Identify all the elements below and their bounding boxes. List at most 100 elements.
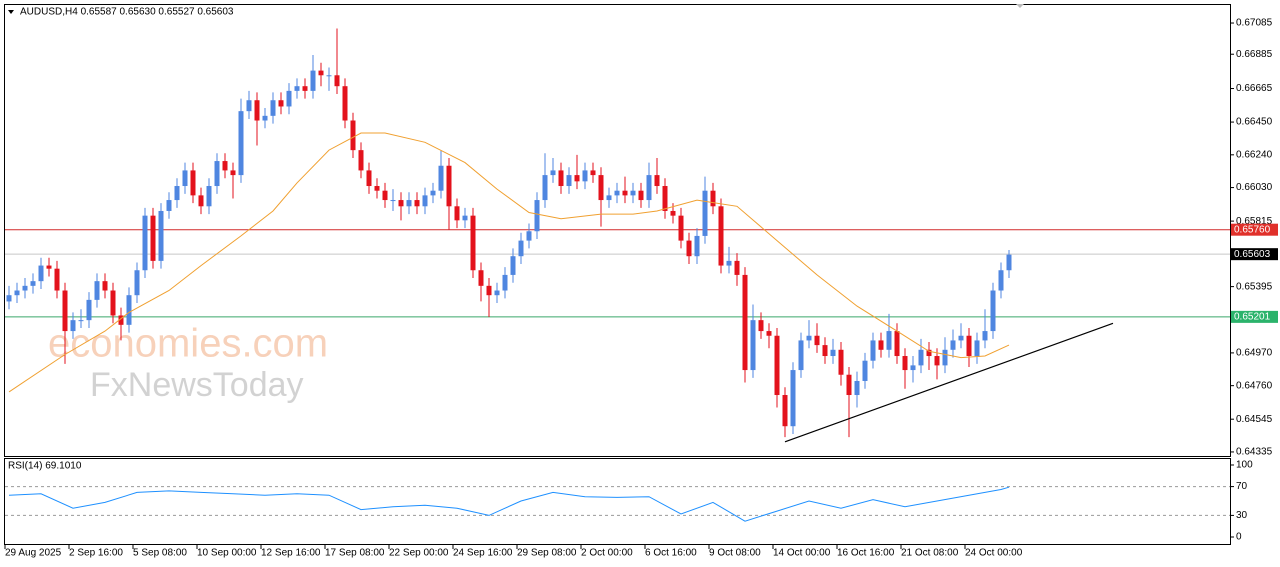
x-tick-label: 21 Oct 08:00 [901, 548, 959, 559]
x-tick-label: 29 Sep 08:00 [517, 548, 577, 559]
rsi-tick-label: 100 [1236, 460, 1253, 471]
candle-body [550, 170, 556, 176]
candle-body [958, 335, 964, 341]
candle-body [310, 70, 316, 91]
x-tick-label: 9 Oct 08:00 [709, 548, 761, 559]
x-tick-label: 24 Oct 00:00 [965, 548, 1023, 559]
candle-body [142, 215, 148, 271]
candle-body [638, 190, 644, 201]
candle-body [294, 86, 300, 91]
candle-body [918, 349, 924, 366]
candle-body [510, 256, 516, 275]
candle-body [174, 186, 180, 201]
x-tick-label: 16 Oct 16:00 [837, 548, 895, 559]
candle-body [686, 240, 692, 257]
rsi-title: RSI(14) 69.1010 [8, 461, 82, 472]
candle-body [814, 335, 820, 346]
candle-body [494, 290, 500, 296]
candle-body [822, 345, 828, 357]
candle-body [198, 195, 204, 207]
x-tick-label: 2 Sep 16:00 [69, 548, 123, 559]
candle-body [222, 161, 228, 171]
y-tick-label: 0.67085 [1236, 18, 1273, 29]
candle-body [966, 335, 972, 357]
candle-body [462, 215, 468, 221]
candle-body [662, 186, 668, 211]
candle-body [846, 374, 852, 396]
candle-body [670, 210, 676, 216]
candle-body [534, 200, 540, 232]
candle-body [726, 260, 732, 266]
candle-body [110, 290, 116, 316]
candle-body [6, 295, 12, 302]
candle-body [798, 340, 804, 371]
y-tick-label: 0.64970 [1236, 348, 1273, 359]
rsi-tick-label: 70 [1236, 481, 1248, 492]
candle-body [790, 370, 796, 427]
candle-body [606, 195, 612, 201]
candle-body [942, 349, 948, 366]
candle-body [430, 190, 436, 196]
candle-body [902, 356, 908, 371]
y-tick-label: 0.64335 [1236, 447, 1273, 458]
candle-body [742, 274, 748, 371]
candle-body [382, 190, 388, 201]
candle-body [374, 186, 380, 191]
candle-body [30, 281, 36, 286]
menu-arrow[interactable] [8, 10, 14, 14]
candle-body [926, 349, 932, 357]
candle-body [854, 380, 860, 396]
candle-body [134, 270, 140, 296]
candle-body [862, 360, 868, 381]
candle-body [86, 299, 92, 321]
x-tick-label: 2 Oct 00:00 [581, 548, 633, 559]
y-tick-label: 0.66450 [1236, 117, 1273, 128]
candle-body [302, 86, 308, 91]
y-tick-label: 0.66665 [1236, 83, 1273, 94]
candle-body [654, 175, 660, 187]
chart-title: AUDUSD,H4 0.65587 0.65630 0.65527 0.6560… [20, 7, 234, 18]
candle-body [78, 320, 84, 322]
candle-body [38, 265, 44, 282]
y-tick-label: 0.65395 [1236, 281, 1273, 292]
x-tick-label: 5 Sep 08:00 [133, 548, 187, 559]
candle-body [486, 285, 492, 296]
price-level-label: 0.65760 [1234, 224, 1271, 235]
candle-body [502, 274, 508, 291]
price-level-box [1231, 248, 1278, 261]
x-tick-label: 10 Sep 00:00 [197, 548, 257, 559]
candle-body [582, 170, 588, 182]
candle-body [1006, 254, 1012, 271]
candle-body [758, 320, 764, 332]
candle-body [558, 170, 564, 187]
candle-body [982, 331, 988, 341]
candle-body [590, 170, 596, 176]
price-level-label: 0.65603 [1234, 249, 1271, 260]
candle-body [406, 200, 412, 207]
candle-body [350, 120, 356, 151]
candle-body [710, 190, 716, 207]
candle-body [566, 175, 572, 187]
candle-body [118, 315, 124, 325]
candle-body [366, 170, 372, 187]
candle-body [158, 210, 164, 261]
candle-body [238, 111, 244, 176]
candle-body [694, 235, 700, 257]
candle-body [22, 285, 28, 291]
candle-body [446, 165, 452, 207]
candle-body [150, 215, 156, 261]
candle-body [998, 270, 1004, 291]
candle-body [278, 100, 284, 107]
rsi-tick-label: 30 [1236, 510, 1248, 521]
candle-body [646, 175, 652, 201]
rsi-line [8, 486, 1010, 522]
candle-body [878, 340, 884, 350]
candle-body [46, 265, 52, 269]
y-tick-label: 0.64760 [1236, 380, 1273, 391]
candle-body [262, 115, 268, 121]
main-panel [4, 4, 1231, 457]
y-tick-label: 0.66885 [1236, 49, 1273, 60]
candle-body [454, 206, 460, 221]
candle-body [574, 175, 580, 182]
